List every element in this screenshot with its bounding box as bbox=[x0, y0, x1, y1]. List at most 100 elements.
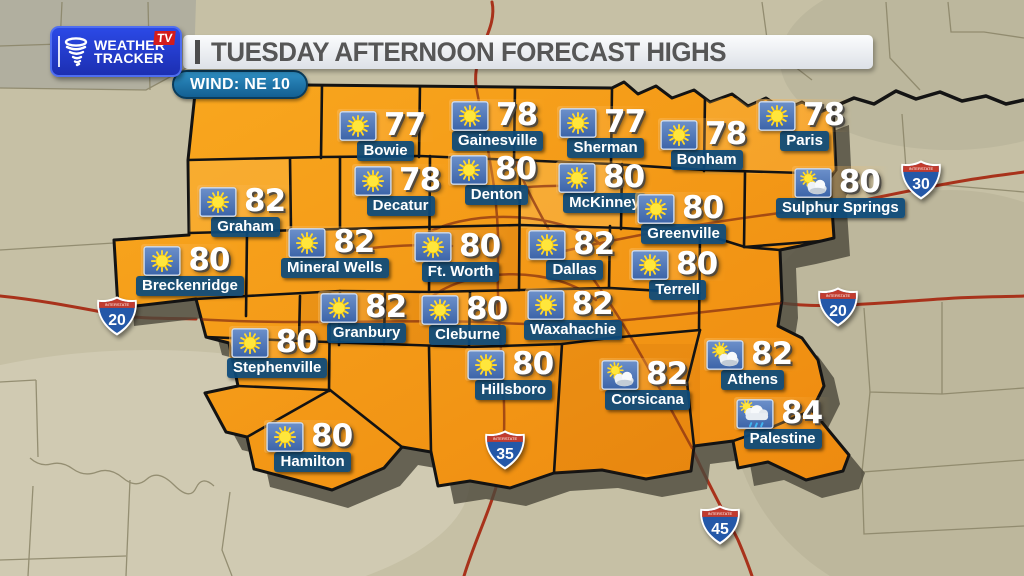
red-river-line bbox=[832, 89, 1024, 109]
cloud bbox=[614, 371, 634, 386]
station-reading: 82 bbox=[704, 338, 802, 371]
temperature-value: 84 bbox=[781, 395, 823, 431]
svg-text:20: 20 bbox=[108, 312, 126, 329]
page-title: TUESDAY AFTERNOON FORECAST HIGHS bbox=[211, 36, 727, 67]
station-granbury: 82 Granbury bbox=[318, 289, 416, 343]
city-label: Sulphur Springs bbox=[776, 198, 905, 218]
station-reading: 82 bbox=[197, 183, 295, 219]
title-bar: TUESDAY AFTERNOON FORECAST HIGHS bbox=[183, 35, 873, 69]
logo-line2: TRACKER bbox=[94, 49, 164, 66]
temperature-value: 82 bbox=[571, 286, 614, 322]
tornado-icon bbox=[64, 36, 88, 66]
cloud bbox=[807, 179, 827, 194]
city-label: Bowie bbox=[357, 141, 414, 161]
temperature-value: 82 bbox=[244, 183, 286, 219]
rain-cloud bbox=[745, 404, 769, 420]
city-label: Ft. Worth bbox=[421, 262, 500, 282]
station-logo: WEATHER TRACKER TV bbox=[50, 26, 182, 77]
svg-text:35: 35 bbox=[496, 446, 514, 463]
interstate-35-shield: INTERSTATE 35 bbox=[482, 427, 528, 478]
sunny-icon bbox=[199, 186, 237, 217]
sunny-icon bbox=[637, 193, 675, 224]
station-reading: 78 bbox=[449, 99, 547, 132]
partly-cloudy-icon bbox=[601, 359, 639, 390]
svg-text:INTERSTATE: INTERSTATE bbox=[708, 511, 733, 516]
temperature-value: 78 bbox=[803, 97, 845, 133]
temperature-value: 82 bbox=[646, 356, 688, 392]
station-mineral-wells: 82 Mineral Wells bbox=[281, 226, 389, 278]
svg-text:INTERSTATE: INTERSTATE bbox=[909, 166, 934, 171]
station-reading: 80 bbox=[419, 291, 517, 327]
station-reading: 82 bbox=[286, 224, 384, 260]
station-cleburne: 80 Cleburne bbox=[419, 291, 517, 345]
temperature-value: 80 bbox=[459, 228, 501, 264]
sunny-icon bbox=[288, 227, 326, 258]
svg-text:INTERSTATE: INTERSTATE bbox=[105, 302, 130, 307]
city-label: Gainesville bbox=[451, 131, 544, 151]
station-hamilton: 80 Hamilton bbox=[264, 418, 362, 472]
city-label: Hillsboro bbox=[475, 380, 553, 400]
station-sulphur-springs: 80 Sulphur Springs bbox=[776, 166, 905, 218]
wind-badge: WIND: NE 10 bbox=[172, 70, 309, 99]
sunny-icon bbox=[414, 231, 452, 262]
city-label: Stephenville bbox=[227, 358, 328, 378]
city-label: Greenville bbox=[641, 224, 726, 244]
station-reading: 78 bbox=[658, 116, 756, 152]
station-stephenville: 80 Stephenville bbox=[227, 324, 328, 378]
interstate-45-shield: INTERSTATE 45 bbox=[697, 502, 743, 553]
city-label: Paris bbox=[780, 131, 829, 151]
station-paris: 78 Paris bbox=[756, 97, 854, 151]
temperature-value: 80 bbox=[495, 151, 537, 187]
city-label: Decatur bbox=[366, 196, 435, 216]
station-reading: 78 bbox=[756, 97, 854, 133]
city-label: Hamilton bbox=[274, 452, 351, 472]
temperature-value: 78 bbox=[705, 116, 747, 152]
station-dallas: 82 Dallas bbox=[526, 226, 624, 280]
temperature-value: 80 bbox=[682, 190, 724, 226]
title-separator bbox=[195, 40, 200, 64]
svg-text:20: 20 bbox=[829, 303, 847, 320]
station-palestine: 84 Palestine bbox=[734, 395, 832, 449]
city-label: Graham bbox=[211, 217, 280, 237]
station-reading: 84 bbox=[734, 395, 832, 431]
city-label: Cleburne bbox=[429, 325, 507, 345]
city-label: McKinney bbox=[563, 193, 646, 213]
sunny-icon bbox=[631, 249, 669, 280]
svg-text:45: 45 bbox=[711, 521, 729, 538]
sunny-icon bbox=[339, 110, 377, 141]
temperature-value: 77 bbox=[384, 107, 426, 143]
station-corsicana: 82 Corsicana bbox=[599, 356, 697, 410]
station-reading: 80 bbox=[264, 418, 362, 454]
interstate-20-shield: INTERSTATE 20 bbox=[815, 284, 861, 335]
temperature-value: 80 bbox=[275, 324, 318, 360]
temperature-value: 82 bbox=[573, 226, 615, 262]
partly-cloudy-icon bbox=[706, 339, 744, 370]
temperature-value: 82 bbox=[365, 289, 407, 325]
temperature-value: 82 bbox=[333, 224, 375, 260]
station-terrell: 80 Terrell bbox=[629, 246, 727, 300]
sunny-icon bbox=[230, 327, 269, 358]
sunny-icon bbox=[450, 154, 488, 185]
sunny-icon bbox=[451, 100, 489, 131]
temperature-value: 80 bbox=[676, 246, 718, 282]
temperature-value: 80 bbox=[466, 291, 508, 327]
sunny-icon bbox=[467, 349, 505, 380]
station-reading: 78 bbox=[352, 164, 450, 197]
city-label: Breckenridge bbox=[136, 276, 244, 296]
station-reading: 80 bbox=[412, 228, 510, 264]
temperature-value: 80 bbox=[311, 418, 353, 454]
station-reading: 82 bbox=[599, 356, 697, 392]
station-reading: 82 bbox=[524, 286, 622, 322]
temperature-value: 80 bbox=[838, 164, 881, 200]
sunny-icon bbox=[421, 294, 459, 325]
station-reading: 80 bbox=[629, 246, 727, 282]
city-label: Terrell bbox=[649, 280, 706, 300]
temperature-value: 80 bbox=[512, 346, 554, 382]
city-label: Bonham bbox=[670, 150, 743, 170]
station-hillsboro: 80 Hillsboro bbox=[465, 346, 563, 400]
temperature-value: 77 bbox=[604, 104, 646, 140]
sunny-icon bbox=[320, 292, 358, 323]
